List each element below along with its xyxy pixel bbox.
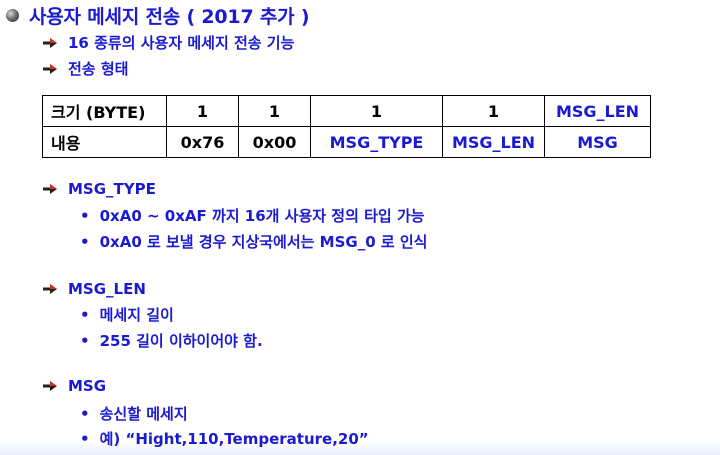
- dot-bullet: •: [80, 331, 90, 350]
- list-item: • 송신할 메세지: [80, 404, 188, 424]
- table-cell: 내용: [42, 126, 167, 158]
- arrow-bullet-icon: [42, 283, 58, 295]
- intro-item-format: 전송 형태: [42, 58, 128, 79]
- list-item: • 0xA0 로 보낼 경우 지상국에서는 MSG_0 로 인식: [80, 232, 428, 252]
- table-cell: MSG_TYPE: [310, 126, 443, 158]
- table-row-size: 크기 (BYTE) 1 1 1 1 MSG_LEN: [42, 95, 651, 127]
- intro-item-feature: 16 종류의 사용자 메세지 전송 기능: [42, 32, 294, 53]
- table-cell: 0x00: [238, 126, 311, 158]
- table-cell: MSG_LEN: [442, 126, 545, 158]
- section-heading-msg-type: MSG_TYPE: [42, 180, 156, 198]
- table-cell: MSG: [544, 126, 651, 158]
- list-item: • 예) “Hight,110,Temperature,20”: [80, 429, 369, 449]
- table-cell: 1: [166, 95, 239, 127]
- list-item: • 0xA0 ~ 0xAF 까지 16개 사용자 정의 타입 가능: [80, 206, 425, 226]
- table-cell: MSG_LEN: [544, 95, 651, 127]
- page-title: 사용자 메세지 전송 ( 2017 추가 ): [29, 6, 310, 28]
- bottom-gradient: [0, 441, 720, 455]
- table-cell: 0x76: [166, 126, 239, 158]
- table-cell: 1: [442, 95, 545, 127]
- arrow-bullet-icon: [42, 380, 58, 392]
- table-cell: 1: [238, 95, 311, 127]
- list-item: • 255 길이 이하이어야 함.: [80, 331, 263, 351]
- dot-bullet: •: [80, 429, 90, 448]
- title-row: 사용자 메세지 전송 ( 2017 추가 ): [6, 2, 310, 29]
- list-item: • 메세지 길이: [80, 305, 174, 325]
- format-table: 크기 (BYTE) 1 1 1 1 MSG_LEN 내용 0x76 0x00 M…: [42, 95, 651, 158]
- arrow-bullet-icon: [42, 183, 58, 195]
- sphere-bullet-icon: [6, 9, 19, 22]
- dot-bullet: •: [80, 232, 90, 251]
- table-cell: 크기 (BYTE): [42, 95, 167, 127]
- table-cell: 1: [310, 95, 443, 127]
- arrow-bullet-icon: [42, 63, 58, 75]
- dot-bullet: •: [80, 206, 90, 225]
- dot-bullet: •: [80, 305, 90, 324]
- section-heading-msg: MSG: [42, 377, 106, 395]
- dot-bullet: •: [80, 404, 90, 423]
- table-row-content: 내용 0x76 0x00 MSG_TYPE MSG_LEN MSG: [42, 126, 651, 158]
- arrow-bullet-icon: [42, 37, 58, 49]
- section-heading-msg-len: MSG_LEN: [42, 280, 146, 298]
